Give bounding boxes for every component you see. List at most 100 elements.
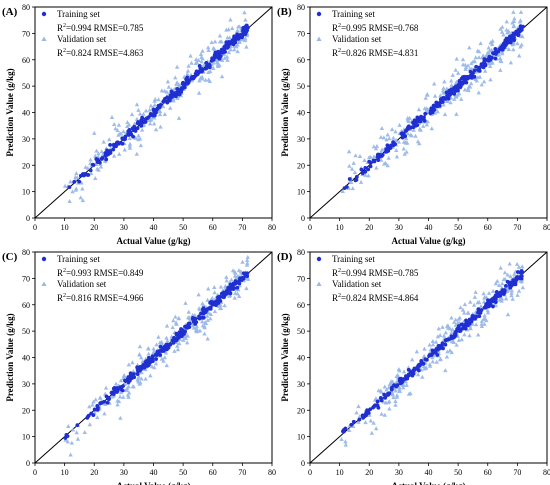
validation-point (350, 186, 355, 191)
training-point (135, 126, 140, 131)
validation-point (357, 153, 363, 158)
y-tick-label: 80 (22, 248, 30, 257)
validation-point (457, 315, 463, 320)
validation-point (466, 88, 471, 93)
x-tick-label: 70 (238, 223, 246, 232)
training-point (228, 282, 233, 287)
validation-point (163, 350, 169, 355)
training-stats: R2=0.994 RMSE=0.785 (332, 268, 419, 278)
validation-point (131, 384, 136, 389)
validation-point (94, 148, 99, 153)
training-point (131, 134, 135, 139)
validation-point (488, 77, 493, 82)
training-point (385, 143, 390, 148)
validation-point (407, 115, 412, 120)
validation-point (515, 41, 520, 46)
validation-point (134, 116, 140, 121)
validation-point (346, 149, 352, 154)
training-point (172, 335, 176, 340)
validation-point (173, 75, 178, 80)
validation-point (500, 24, 505, 29)
validation-point (62, 183, 68, 188)
validation-point (501, 32, 506, 37)
validation-point (435, 109, 440, 114)
validation-point (130, 360, 135, 365)
validation-point (427, 363, 433, 368)
x-tick-label: 80 (268, 223, 276, 232)
validation-point (480, 53, 486, 58)
validation-point (152, 102, 158, 107)
validation-point (129, 112, 135, 117)
validation-point (449, 82, 454, 87)
training-point (509, 38, 514, 43)
validation-point (408, 132, 413, 137)
training-point (165, 95, 170, 100)
training-point (150, 356, 155, 361)
validation-point (113, 126, 118, 131)
validation-point (374, 143, 380, 148)
y-tick-label: 70 (297, 29, 305, 38)
validation-point (475, 300, 480, 305)
training-point (443, 97, 448, 101)
validation-point (194, 324, 200, 329)
validation-point (437, 333, 443, 338)
validation-point (509, 290, 514, 295)
validation-point (350, 423, 356, 428)
validation-point (109, 115, 115, 120)
validation-point (232, 47, 237, 52)
training-point (521, 24, 525, 29)
validation-point (468, 326, 473, 331)
training-point (406, 124, 411, 129)
validation-point (137, 111, 143, 116)
validation-point (226, 27, 231, 32)
training-point (518, 270, 523, 275)
validation-point (510, 42, 515, 47)
validation-point (385, 132, 390, 137)
x-axis-label: Actual Value (g/kg) (116, 481, 190, 485)
training-point (400, 135, 405, 140)
validation-point (219, 57, 225, 62)
validation-point (111, 122, 117, 127)
validation-point (459, 337, 464, 342)
validation-point (65, 439, 70, 444)
validation-point (103, 385, 109, 390)
legend-label-training: Training set (332, 9, 375, 19)
validation-point (368, 418, 373, 423)
training-point (228, 291, 233, 296)
validation-point (177, 336, 183, 341)
training-point (417, 363, 422, 368)
validation-point (440, 88, 446, 93)
training-point (235, 285, 240, 290)
validation-point (132, 121, 137, 126)
validation-point (217, 306, 223, 311)
training-point (209, 59, 214, 63)
validation-point (235, 28, 240, 33)
training-point (378, 152, 382, 157)
validation-point (511, 19, 517, 24)
y-tick-label: 50 (297, 82, 305, 91)
training-point (349, 422, 354, 427)
validation-point (479, 82, 484, 87)
training-point (516, 29, 521, 33)
training-point (451, 87, 456, 92)
validation-point (126, 122, 132, 127)
validation-point (68, 179, 73, 184)
training-point (135, 368, 140, 373)
training-point (512, 38, 517, 43)
validation-point (139, 127, 145, 132)
validation-point (118, 415, 123, 420)
validation-point (227, 293, 232, 298)
training-point (191, 76, 196, 81)
validation-point (237, 24, 242, 29)
validation-point (512, 16, 517, 21)
training-point (183, 324, 187, 329)
validation-point (441, 333, 447, 338)
training-point (410, 369, 415, 374)
validation-point (75, 436, 81, 441)
validation-point (232, 295, 237, 300)
validation-point (170, 325, 175, 330)
training-point (139, 366, 144, 371)
y-tick-label: 0 (301, 459, 305, 468)
validation-point (450, 327, 455, 332)
training-point (440, 341, 445, 346)
